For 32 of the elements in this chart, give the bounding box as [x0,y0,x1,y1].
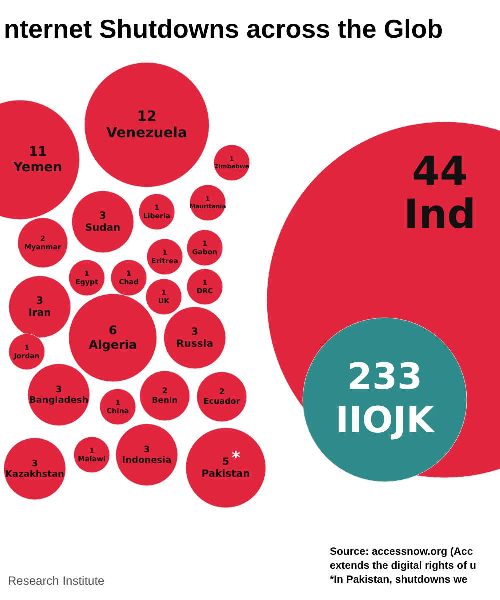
data-label: 12 [137,108,157,125]
data-label: 11 [28,145,48,160]
category-label: Sudan [85,223,121,234]
category-label: Ind [404,192,476,238]
data-label: 44 [412,149,468,195]
data-label: 3 [56,385,62,396]
data-label: 3 [32,459,38,470]
source-note: Source: accessnow.org (Acc [330,545,474,559]
data-label: 233 [347,357,423,398]
category-label: Kazakhstan [6,470,64,480]
category-label: Pakistan [202,469,250,480]
data-label: 3 [36,296,44,307]
category-label: Benin [152,396,178,406]
category-label: Indonesia [122,456,172,466]
data-label: 3 [100,211,107,222]
data-label: 3 [144,445,150,456]
category-label: Bangladesh [29,396,89,406]
text: *In Pakistan, shutdowns we [330,573,469,587]
data-label: 6 [108,323,118,338]
category-label: Russia [176,339,214,350]
data-label: 2 [162,386,168,396]
category-label: Iran [28,308,52,319]
category-label: Ecuador [204,397,240,406]
category-label: Venezuela [106,126,188,142]
category-label: Algeria [88,338,138,352]
text: Research Institute [8,574,105,588]
category-label: Yemen [12,160,62,176]
data-label: 3 [192,327,199,338]
text: nternet Shutdowns across the Glob [4,14,444,45]
category-label: IIOJK [336,400,436,442]
data-label: 2 [219,388,225,397]
text: extends the digital rights of u [330,559,476,573]
